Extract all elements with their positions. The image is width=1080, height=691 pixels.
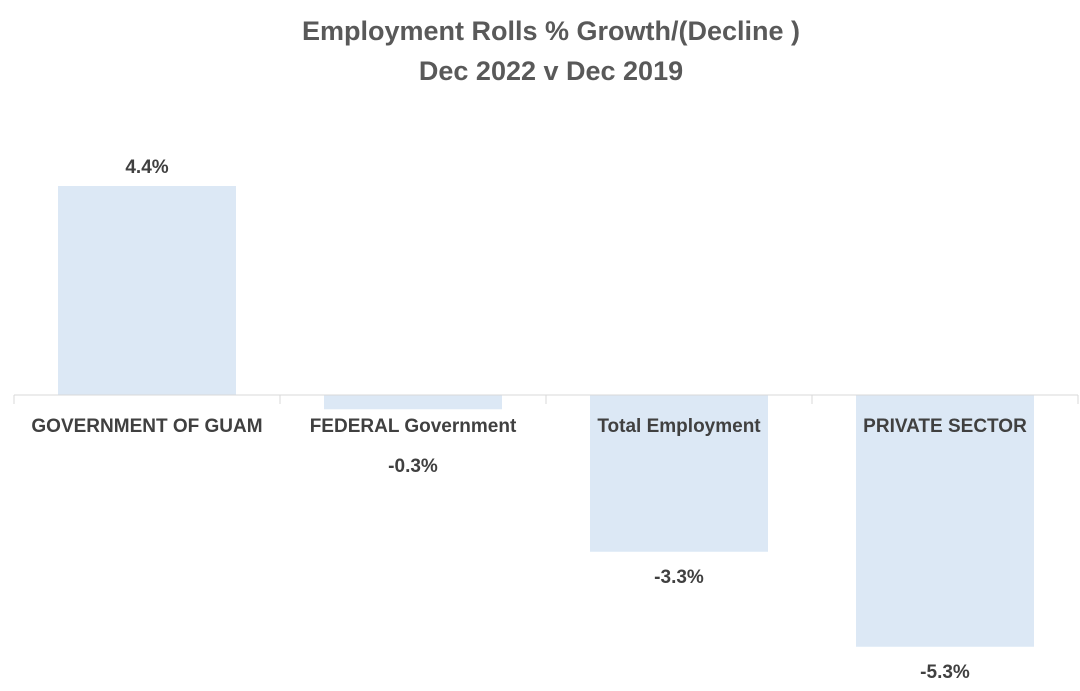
bar-total-employment: [590, 395, 768, 552]
data-label: -0.3%: [388, 456, 438, 477]
bar-government-of-guam: [58, 186, 236, 395]
plot-area: GOVERNMENT OF GUAM FEDERAL Government Tota…: [13, 157, 1079, 683]
data-label: -3.3%: [654, 567, 704, 588]
bar-federal-government: [324, 395, 502, 410]
category-label: PRIVATE SECTOR: [863, 416, 1027, 437]
category-label: GOVERNMENT OF GUAM: [31, 416, 262, 437]
data-label: 4.4%: [125, 157, 168, 178]
data-label: -5.3%: [920, 662, 970, 683]
chart-title: Employment Rolls % Growth/(Decline ): [302, 16, 800, 46]
bar-private-sector: [856, 395, 1034, 647]
chart-subtitle: Dec 2022 v Dec 2019: [419, 56, 683, 86]
category-label: FEDERAL Government: [310, 416, 517, 437]
category-label: Total Employment: [597, 416, 761, 437]
